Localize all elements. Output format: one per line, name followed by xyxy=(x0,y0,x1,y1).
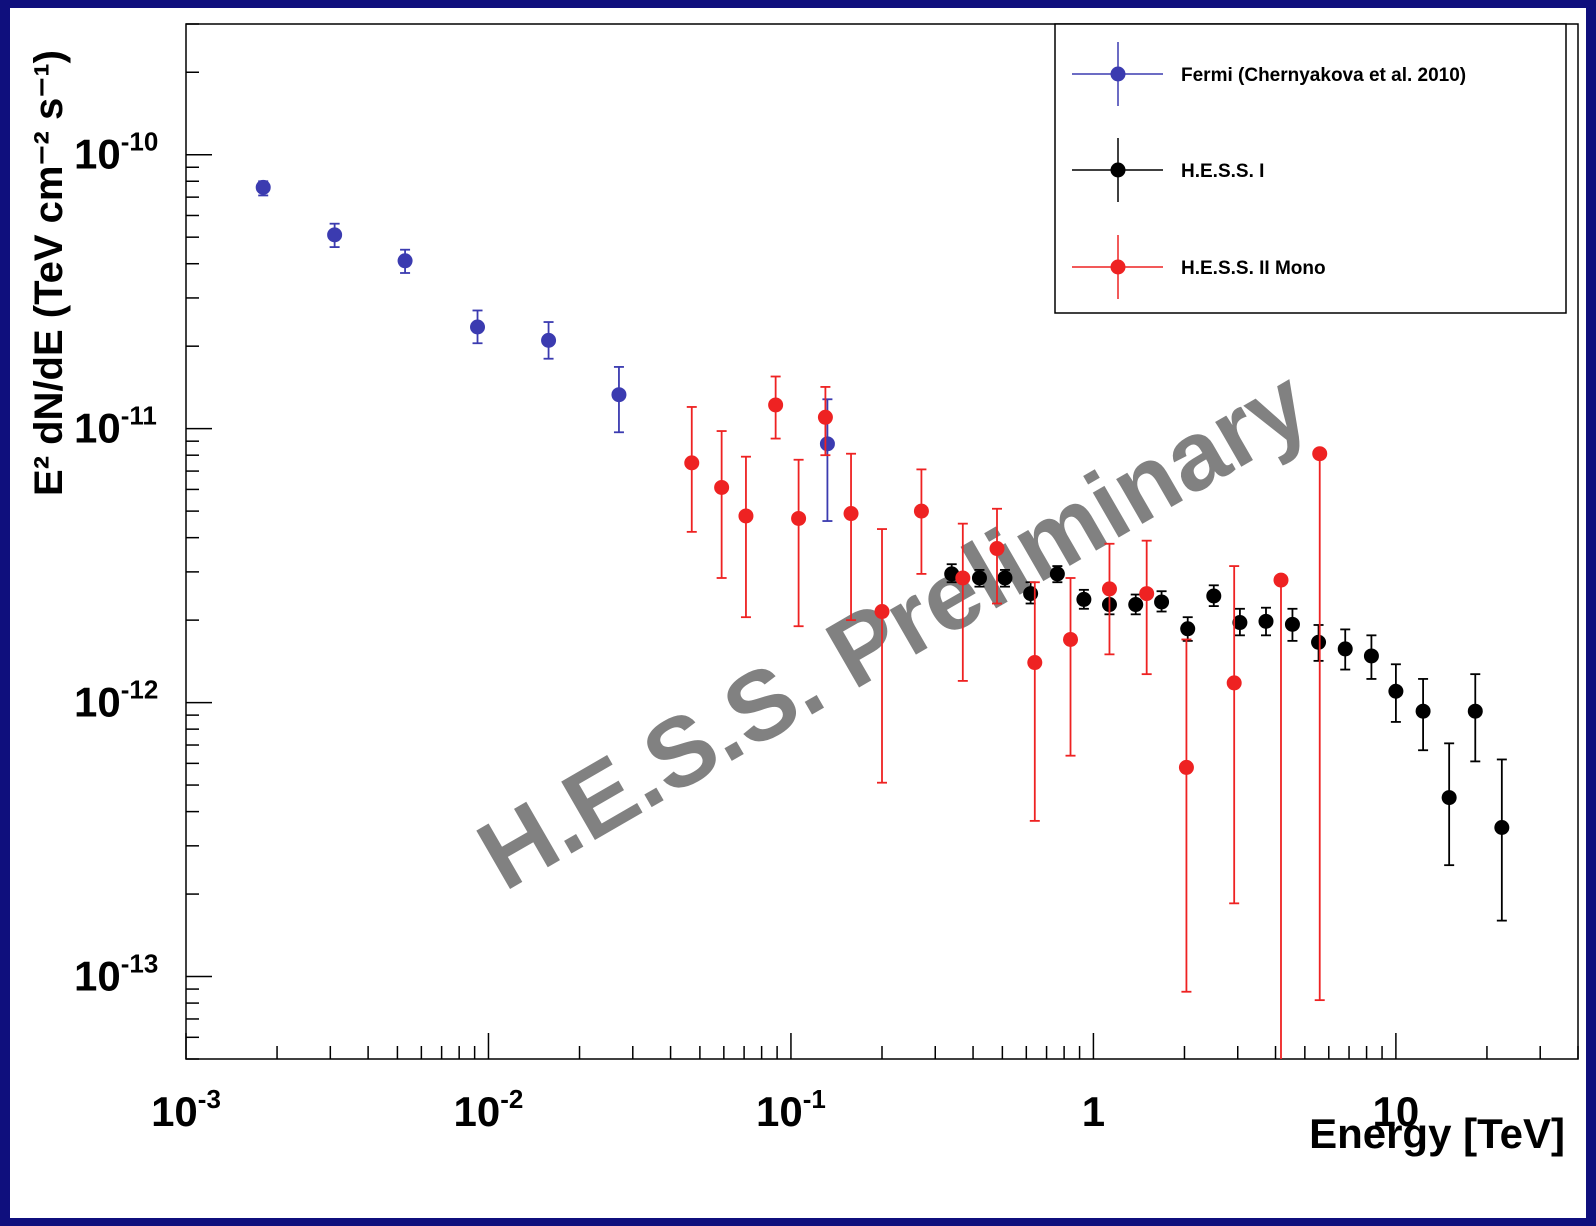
data-point xyxy=(768,397,784,413)
x-tick-label: 1 xyxy=(1082,1088,1105,1135)
x-axis-ticks xyxy=(185,1033,1579,1059)
data-point xyxy=(1023,586,1039,602)
y-tick-label: 10-13 xyxy=(74,949,158,1000)
data-point xyxy=(1128,597,1144,613)
data-series xyxy=(255,179,1510,1059)
data-point xyxy=(1101,581,1117,597)
series-1 xyxy=(944,563,1510,922)
data-point xyxy=(971,570,987,586)
x-tick-exponent: -1 xyxy=(803,1084,826,1114)
y-tick-exponent: -12 xyxy=(121,675,159,705)
data-point xyxy=(1441,790,1457,806)
x-tick-exponent: -3 xyxy=(198,1084,221,1114)
legend-entry-1: H.E.S.S. I xyxy=(1072,138,1264,202)
data-point xyxy=(1311,634,1327,650)
x-tick-base: 1 xyxy=(1082,1088,1105,1135)
data-point xyxy=(1027,655,1043,671)
data-point xyxy=(843,506,859,522)
watermark-text: H.E.S.S. Preliminary xyxy=(460,347,1326,911)
data-point xyxy=(1154,594,1170,610)
data-point xyxy=(255,179,271,195)
series-0 xyxy=(255,179,835,522)
data-point xyxy=(791,510,807,526)
x-tick-exponent: -2 xyxy=(500,1084,523,1114)
data-point xyxy=(1226,675,1242,691)
data-point xyxy=(913,503,929,519)
y-tick-base: 10 xyxy=(74,953,121,1000)
x-tick-base: 10 xyxy=(151,1088,198,1135)
x-tick-label: 10-3 xyxy=(151,1084,221,1135)
data-point xyxy=(1284,616,1300,632)
y-tick-base: 10 xyxy=(74,405,121,452)
series-2 xyxy=(684,375,1328,1059)
data-point xyxy=(1258,613,1274,629)
data-point xyxy=(684,455,700,471)
legend: Fermi (Chernyakova et al. 2010) H.E.S.S. … xyxy=(1054,23,1567,314)
legend-marker xyxy=(1110,162,1126,178)
x-tick-base: 10 xyxy=(1373,1088,1420,1135)
y-axis-ticks xyxy=(186,23,212,1060)
data-point xyxy=(1139,586,1155,602)
legend-entry-2: H.E.S.S. II Mono xyxy=(1072,235,1326,299)
data-point xyxy=(714,479,730,495)
data-point xyxy=(817,409,833,425)
data-point xyxy=(611,387,627,403)
data-point xyxy=(989,541,1005,557)
x-tick-label: 10 xyxy=(1373,1088,1420,1135)
legend-box xyxy=(1054,23,1567,314)
y-tick-exponent: -10 xyxy=(121,127,159,157)
data-point xyxy=(997,570,1013,586)
y-tick-label: 10-10 xyxy=(74,127,158,178)
y-tick-exponent: -11 xyxy=(121,401,157,431)
y-tick-label: 10-11 xyxy=(74,401,157,452)
x-tick-base: 10 xyxy=(454,1088,501,1135)
data-point xyxy=(1232,615,1248,631)
data-point xyxy=(397,253,413,269)
data-point xyxy=(874,604,890,620)
y-tick-exponent: -13 xyxy=(121,949,159,979)
legend-label: H.E.S.S. II Mono xyxy=(1181,258,1326,279)
legend-entry-0: Fermi (Chernyakova et al. 2010) xyxy=(1072,42,1466,106)
data-point xyxy=(1180,621,1196,637)
data-point xyxy=(1467,703,1483,719)
x-tick-label: 10-2 xyxy=(454,1084,524,1135)
data-point xyxy=(738,508,754,524)
data-point xyxy=(1312,446,1328,462)
data-point xyxy=(1063,631,1079,647)
data-point xyxy=(819,436,835,452)
data-point xyxy=(1363,648,1379,664)
data-point xyxy=(1415,703,1431,719)
legend-marker xyxy=(1110,66,1126,82)
data-point xyxy=(955,570,971,586)
y-tick-label: 10-12 xyxy=(74,675,158,726)
data-point xyxy=(470,319,486,335)
data-point xyxy=(1337,641,1353,657)
data-point xyxy=(1494,819,1510,835)
y-tick-base: 10 xyxy=(74,131,121,178)
x-axis-label: Energy [TeV] xyxy=(1309,1110,1565,1157)
data-point xyxy=(1206,588,1222,604)
data-point xyxy=(1049,566,1065,582)
data-point xyxy=(1273,572,1289,588)
data-point xyxy=(327,227,343,243)
data-point xyxy=(1178,759,1194,775)
legend-label: Fermi (Chernyakova et al. 2010) xyxy=(1181,65,1466,86)
data-point xyxy=(1388,683,1404,699)
y-axis-label: E² dN/dE (TeV cm⁻² s⁻¹) xyxy=(27,50,71,496)
legend-marker xyxy=(1110,259,1126,275)
x-tick-base: 10 xyxy=(756,1088,803,1135)
x-tick-label: 10-1 xyxy=(756,1084,826,1135)
data-point xyxy=(541,332,557,348)
y-tick-base: 10 xyxy=(74,679,121,726)
x-axis-tick-labels: 10-3 10-2 10-1 1 10 xyxy=(151,1084,1419,1135)
data-point xyxy=(1076,591,1092,607)
chart-frame: H.E.S.S. Preliminary 10-3 10-2 10-1 1 10 10-… xyxy=(10,8,1586,1218)
legend-label: H.E.S.S. I xyxy=(1181,161,1264,182)
sed-plot: H.E.S.S. Preliminary 10-3 10-2 10-1 1 10 10-… xyxy=(27,23,1579,1157)
